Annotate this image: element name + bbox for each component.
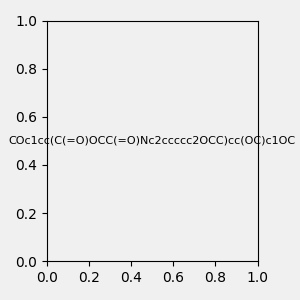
- Text: COc1cc(C(=O)OCC(=O)Nc2ccccc2OCC)cc(OC)c1OC: COc1cc(C(=O)OCC(=O)Nc2ccccc2OCC)cc(OC)c1…: [9, 136, 296, 146]
